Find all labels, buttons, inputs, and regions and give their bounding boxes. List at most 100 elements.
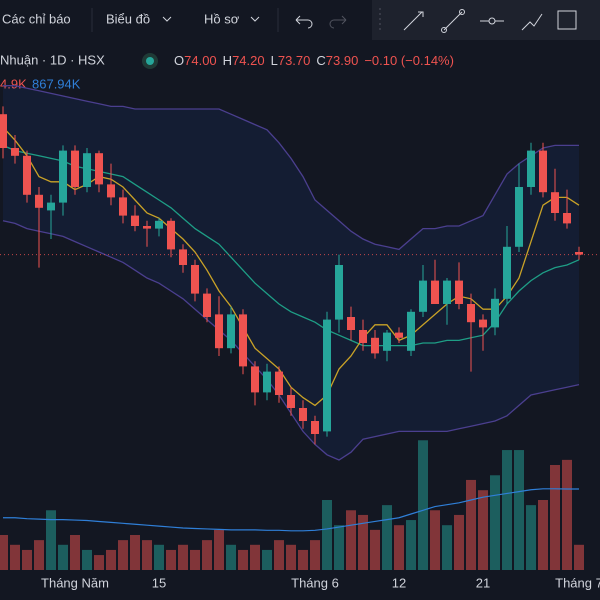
candle-body: [299, 408, 307, 421]
path-tool[interactable]: [521, 13, 543, 31]
line-tool[interactable]: [443, 11, 463, 31]
volume-ma-label: 867.94K: [32, 76, 81, 91]
candle-body: [35, 194, 43, 208]
volume-bar: [70, 535, 80, 570]
legend: Nhuận · 1D · HSX O74.00 H74.20 L73.70 C73.9…: [0, 52, 454, 91]
volume-bar: [250, 544, 260, 570]
volume-bar: [286, 544, 296, 570]
toolbar: Các chỉ báo Biểu đồ Hồ sơ: [0, 0, 600, 40]
volume-bar: [34, 540, 44, 570]
ohlc-value: 74.20: [232, 53, 265, 68]
volume-bar: [46, 510, 56, 570]
volume-bar: [214, 529, 224, 570]
candle-body: [0, 114, 7, 148]
volume-bar: [550, 465, 560, 570]
chevron: [250, 16, 260, 22]
ohlc-label: H: [223, 53, 232, 68]
candle-body: [455, 280, 463, 304]
volume-bar: [382, 505, 392, 570]
candle-body: [359, 330, 367, 343]
candle-body: [419, 280, 427, 312]
candle-body: [407, 311, 415, 351]
chart-button[interactable]: Biểu đồ: [106, 11, 150, 26]
volume-bar: [82, 549, 92, 570]
candle-body: [239, 314, 247, 367]
candle-body: [143, 226, 151, 229]
candle-body: [287, 395, 295, 408]
plot: [0, 84, 600, 570]
rect-tool[interactable]: [557, 10, 577, 30]
x-tick-label: 12: [392, 575, 406, 590]
arrow-tool[interactable]: [403, 11, 424, 31]
volume-bar: [226, 544, 236, 570]
candle-body: [59, 150, 67, 203]
volume-bar: [22, 549, 32, 570]
volume-ma: [3, 488, 579, 532]
candle-body: [11, 148, 19, 156]
candle-body: [443, 280, 451, 304]
volume-bar: [106, 549, 116, 570]
candle-body: [515, 187, 523, 247]
candle-body: [119, 197, 127, 216]
volume-bar: [178, 544, 188, 570]
volume-bar: [502, 450, 512, 570]
candle-body: [335, 265, 343, 320]
volume-bar: [274, 540, 284, 570]
x-tick-label: 15: [152, 575, 166, 590]
volume-bar: [454, 514, 464, 570]
candle-body: [203, 293, 211, 317]
candle-body: [23, 155, 31, 195]
candle-body: [251, 366, 259, 393]
candle-body: [575, 252, 583, 255]
ohlc-value: 74.00: [184, 53, 217, 68]
undo[interactable]: [295, 15, 313, 29]
volume-bar: [142, 540, 152, 570]
volume-bar: [262, 549, 272, 570]
band-fill: [3, 85, 579, 460]
symbol: Nhuận · 1D · HSX: [0, 52, 105, 67]
volume-bar: [10, 544, 20, 570]
volume-bar: [526, 505, 536, 570]
x-tick-label: 21: [476, 575, 490, 590]
volume-bar: [394, 525, 404, 570]
volume-bar: [562, 459, 572, 570]
volume-bar: [298, 549, 308, 570]
candle-body: [311, 421, 319, 434]
volume-bar: [334, 525, 344, 570]
profile-button[interactable]: Hồ sơ: [204, 11, 240, 26]
chevron: [162, 16, 172, 22]
volume-bar: [0, 535, 8, 570]
redo[interactable]: [329, 15, 347, 29]
candle-body: [155, 220, 163, 229]
dot: [441, 27, 447, 33]
candle-body: [491, 298, 499, 328]
dot: [488, 17, 496, 25]
volume-bar: [190, 549, 200, 570]
drawing-tools: [372, 0, 600, 40]
volume-bar: [538, 500, 548, 570]
candle-body: [431, 280, 439, 304]
volume-bar: [490, 475, 500, 570]
indicators-button[interactable]: Các chỉ báo: [2, 11, 71, 26]
ohlc-label: C: [316, 53, 325, 68]
x-tick-label: Tháng 6: [291, 575, 339, 590]
candle-body: [47, 202, 55, 211]
candle-body: [275, 371, 283, 395]
volume-bar: [58, 544, 68, 570]
candle-body: [527, 150, 535, 187]
candle-body: [227, 314, 235, 349]
volume-bar: [238, 549, 248, 570]
x-tick-label: Tháng Năm: [41, 575, 109, 590]
candle-body: [179, 249, 187, 265]
candle-body: [503, 246, 511, 299]
volume-bar: [442, 525, 452, 570]
status-dot: [146, 57, 154, 65]
volume-bar: [202, 540, 212, 570]
candle-body: [191, 265, 199, 294]
ohlc: O74.00 H74.20 L73.70 C73.90 −0.10 (−0.14%): [174, 53, 454, 68]
candle-body: [371, 337, 379, 354]
volume-bar: [466, 479, 476, 570]
volume-bar: [370, 529, 380, 570]
volume-bar: [154, 544, 164, 570]
